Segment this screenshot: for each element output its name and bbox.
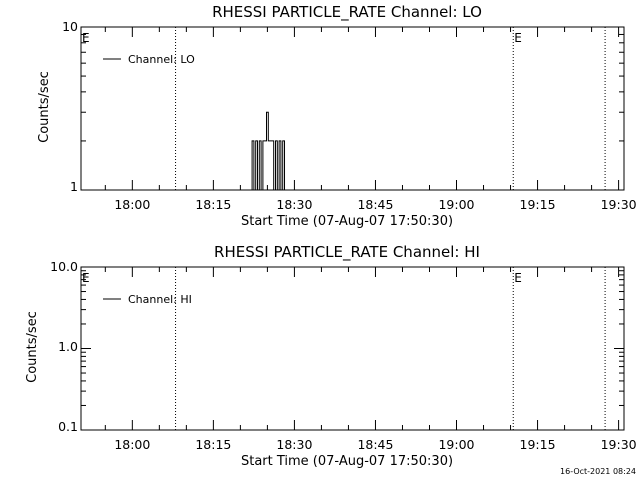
hi-legend-label: Channel: HI [128,293,192,306]
lo-event-marker: E [82,31,90,45]
lo-x-tick-label: 18:30 [276,197,312,212]
hi-y-tick-mid: 1.0 [58,339,78,354]
lo-legend-label: Channel: LO [128,53,195,66]
lo-x-tick-label: 19:00 [438,197,474,212]
hi-event-marker: E [82,271,90,285]
hi-event-marker: E [514,271,522,285]
hi-x-tick-label: 18:00 [114,437,150,452]
hi-y-axis-label: Counts/sec [25,311,40,383]
hi-x-axis-label: Start Time (07-Aug-07 17:50:30) [241,454,453,469]
lo-y-axis-label: Counts/sec [37,71,52,143]
hi-x-tick-label: 19:00 [438,437,474,452]
lo-plot-frame [80,26,625,191]
hi-channel-panel: RHESSI PARTICLE_RATE Channel: HI Counts/… [25,243,637,469]
lo-channel-panel: RHESSI PARTICLE_RATE Channel: LO Counts/… [37,3,637,229]
lo-x-tick-label: 18:15 [195,197,231,212]
hi-x-tick-label: 19:30 [601,437,637,452]
hi-chart-title: RHESSI PARTICLE_RATE Channel: HI [214,243,480,262]
lo-x-tick-label: 19:30 [601,197,637,212]
hi-x-tick-label: 18:15 [195,437,231,452]
hi-x-tick-label: 19:15 [520,437,556,452]
hi-plot-frame [80,266,625,431]
lo-x-tick-label: 18:00 [114,197,150,212]
generation-timestamp: 16-Oct-2021 08:24 [560,467,636,476]
hi-y-tick-bottom: 0.1 [58,419,78,434]
hi-x-tick-label: 18:30 [276,437,312,452]
lo-x-axis-label: Start Time (07-Aug-07 17:50:30) [241,214,453,229]
lo-series-line [250,111,289,191]
lo-chart-title: RHESSI PARTICLE_RATE Channel: LO [212,3,482,22]
hi-y-tick-top: 10.0 [50,259,78,274]
lo-y-tick-bottom: 1 [70,179,78,194]
lo-x-tick-label: 19:15 [520,197,556,212]
lo-event-marker: E [514,31,522,45]
lo-y-tick-top: 10 [62,19,78,34]
hi-x-tick-label: 18:45 [357,437,393,452]
lo-x-tick-label: 18:45 [357,197,393,212]
